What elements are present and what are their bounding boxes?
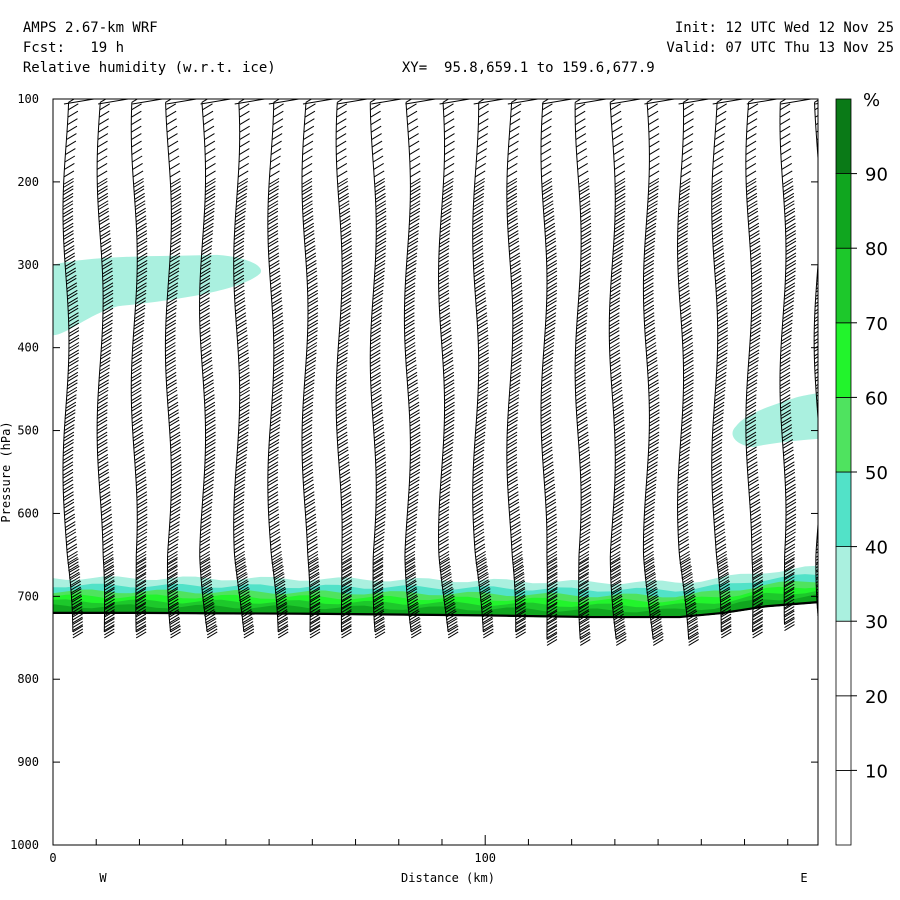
y-tick-label: 200 xyxy=(17,175,39,189)
colorbar-label: 90 xyxy=(865,165,888,186)
x-axis-label: Distance (km) xyxy=(401,871,495,885)
wind-barb-column xyxy=(62,99,95,639)
wind-barb-column xyxy=(779,99,812,631)
wind-barb-column xyxy=(745,99,777,639)
plot-frame xyxy=(52,98,819,846)
colorbar-segment xyxy=(835,546,852,622)
wind-barb-column xyxy=(608,99,641,646)
colorbar-units: % xyxy=(863,90,880,111)
colorbar-segment xyxy=(835,396,852,473)
colorbar-segment xyxy=(835,247,852,324)
forecast-value: 19 h xyxy=(90,40,125,56)
colorbar-label: 70 xyxy=(865,314,888,335)
colorbar-label: 40 xyxy=(865,538,888,559)
rh-patch-east xyxy=(732,393,818,448)
colorbar-segment xyxy=(835,770,852,846)
y-tick-label: 1000 xyxy=(10,838,39,852)
colorbar-segment xyxy=(835,173,852,249)
model-title: AMPS 2.67-km WRF xyxy=(6,4,158,36)
colorbar-segment xyxy=(835,695,852,771)
wind-barb-column xyxy=(267,99,299,639)
xy-label: XY= xyxy=(401,60,428,76)
wind-barb-column xyxy=(199,99,231,639)
rh-patch-upper xyxy=(53,254,262,336)
colorbar-segment xyxy=(835,98,852,174)
valid-time: Valid: 07 UTC Thu 13 Nov 25 xyxy=(650,24,894,56)
wind-barb-column xyxy=(164,99,197,639)
colorbar-label: 50 xyxy=(865,463,888,484)
west-label: W xyxy=(99,871,107,885)
field-label: Relative humidity (w.r.t. ice) xyxy=(22,60,276,76)
forecast-hour: Fcst: 19 h xyxy=(6,24,124,56)
y-tick-label: 300 xyxy=(17,258,39,272)
y-tick-label: 700 xyxy=(17,589,39,603)
wind-barb-column xyxy=(711,99,743,639)
wind-barb-column xyxy=(301,99,334,639)
x-tick-label: 0 xyxy=(49,851,56,865)
valid-value: 07 UTC Thu 13 Nov 25 xyxy=(725,40,894,56)
valid-label: Valid: xyxy=(666,40,717,56)
wind-barb-column xyxy=(506,99,538,639)
init-time: Init: 12 UTC Wed 12 Nov 25 xyxy=(658,4,894,36)
xy-range: XY= 95.8,659.1 to 159.6,677.9 xyxy=(385,44,655,76)
y-tick-label: 400 xyxy=(17,341,39,355)
wind-barb-column xyxy=(677,99,709,646)
model-name: AMPS 2.67-km WRF xyxy=(22,20,158,36)
colorbar-segment xyxy=(835,620,852,697)
init-label: Init: xyxy=(674,20,717,36)
colorbar-label: 20 xyxy=(865,687,888,708)
wind-barb-column xyxy=(233,99,265,639)
colorbar-label: 60 xyxy=(865,388,888,409)
y-tick-label: 500 xyxy=(17,424,39,438)
wind-barb-column xyxy=(335,99,368,639)
y-tick-label: 800 xyxy=(17,672,39,686)
surface-line xyxy=(53,601,818,619)
y-tick-label: 900 xyxy=(17,755,39,769)
y-axis: 100 200 300 400 500 600 700 800 900 1000 xyxy=(10,92,818,852)
forecast-label: Fcst: xyxy=(22,40,66,56)
y-axis-label: Pressure (hPa) xyxy=(0,421,13,522)
colorbar: 10 20 30 40 50 60 70 80 90 xyxy=(835,98,888,846)
rh-band xyxy=(53,593,818,618)
colorbar-segment xyxy=(835,471,852,547)
init-value: 12 UTC Wed 12 Nov 25 xyxy=(725,20,894,36)
colorbar-segment xyxy=(835,322,852,398)
wind-barb-column xyxy=(540,99,573,646)
wind-barb-column xyxy=(130,99,163,639)
wind-barb-column xyxy=(472,99,504,639)
terrain-surface xyxy=(53,601,818,619)
x-axis: 0 100 xyxy=(49,835,789,865)
wind-barb-column xyxy=(438,99,470,639)
wind-barb-column xyxy=(642,99,675,646)
wind-barb-column xyxy=(96,99,129,639)
east-label: E xyxy=(800,871,807,885)
wind-barb-column xyxy=(403,99,436,639)
wind-barb-column xyxy=(574,99,607,646)
x-tick-label: 100 xyxy=(474,851,496,865)
colorbar-label: 30 xyxy=(865,612,888,633)
wind-barb-column xyxy=(369,99,402,639)
wind-barbs xyxy=(62,99,818,646)
y-tick-label: 100 xyxy=(17,92,39,106)
field-name: Relative humidity (w.r.t. ice) xyxy=(6,44,276,76)
xy-value: 95.8,659.1 to 159.6,677.9 xyxy=(444,60,655,76)
colorbar-label: 10 xyxy=(865,761,888,782)
y-tick-label: 600 xyxy=(17,506,39,520)
colorbar-label: 80 xyxy=(865,239,888,260)
